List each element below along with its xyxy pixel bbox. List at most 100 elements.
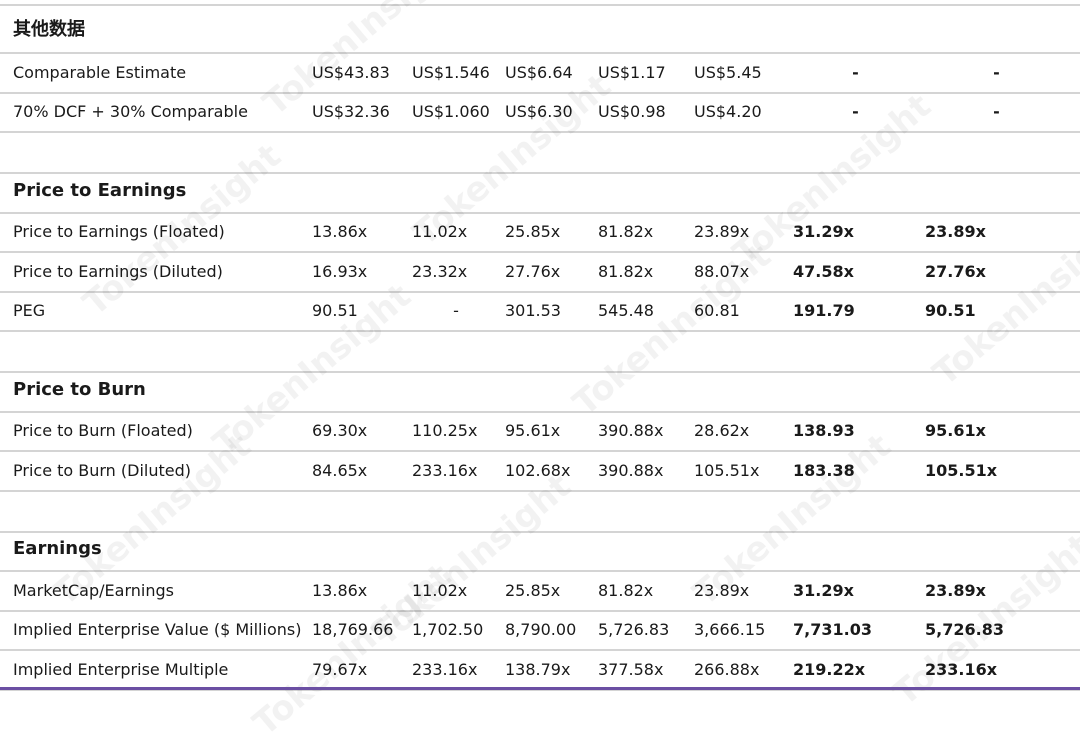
cell: US$1.17 [598,62,666,82]
cell: 79.67x [312,659,368,679]
cell: 27.76x [925,261,986,281]
rule [0,211,1080,214]
rule [0,91,1080,94]
rule [0,330,1080,332]
row-label: Price to Burn (Floated) [13,421,193,441]
section-title: Price to Earnings [13,179,187,201]
cell: - [852,102,859,122]
cell: 219.22x [793,659,866,679]
row-label: Comparable Estimate [13,62,187,82]
section-title: Price to Burn [13,378,146,400]
cell: 95.61x [505,421,561,441]
cell: 1,702.50 [412,620,484,640]
cell: 23.32x [412,261,468,281]
rule [0,410,1080,413]
cell: US$0.98 [598,102,666,122]
cell: 81.82x [598,580,654,600]
cell: 102.68x [505,460,571,480]
rule [0,131,1080,133]
cell: 88.07x [694,261,750,281]
row-label: Price to Earnings (Floated) [13,222,225,242]
cell: US$5.45 [694,62,762,82]
cell: 23.89x [925,580,986,600]
cell: 301.53 [505,301,561,321]
row-label: Implied Enterprise Value ($ Millions) [13,620,302,640]
cell: US$6.64 [505,62,573,82]
cell: 90.51 [312,301,358,321]
rule [0,371,1080,373]
cell: 233.16x [925,659,998,679]
cell: 16.93x [312,261,368,281]
rule [0,450,1080,452]
cell: 18,769.66 [312,620,394,640]
cell: US$32.36 [312,102,390,122]
rule [0,530,1080,533]
cell: 23.89x [694,580,750,600]
cell: US$43.83 [312,62,390,82]
cell: 191.79 [793,301,855,321]
row-label: Price to Earnings (Diluted) [13,261,223,281]
bottom-rule [0,687,1080,690]
cell: 13.86x [312,222,368,242]
rule [0,649,1080,651]
cell: 27.76x [505,261,561,281]
cell: 81.82x [598,222,654,242]
cell: 25.85x [505,580,561,600]
cell: - [852,62,859,82]
row-label: MarketCap/Earnings [13,580,174,600]
row-label: 70% DCF + 30% Comparable [13,102,248,122]
cell: 95.61x [925,421,986,441]
cell: 84.65x [312,460,368,480]
cell: 25.85x [505,222,561,242]
cell: - [993,102,1000,122]
cell: 31.29x [793,222,854,242]
cell: 266.88x [694,659,760,679]
cell: 60.81 [694,301,740,321]
cell: 105.51x [694,460,760,480]
rule [0,290,1080,293]
cell: 13.86x [312,580,368,600]
section-title: 其他数据 [13,18,85,40]
cell: 81.82x [598,261,654,281]
cell: 138.93 [793,421,855,441]
cell: 28.62x [694,421,750,441]
cell: 110.25x [412,421,478,441]
cell: 47.58x [793,261,854,281]
cell: 138.79x [505,659,571,679]
cell: 233.16x [412,659,478,679]
rule [0,251,1080,253]
cell: 7,731.03 [793,620,872,640]
cell: 23.89x [694,222,750,242]
cell: 390.88x [598,421,664,441]
cell: US$1.546 [412,62,490,82]
cell: 390.88x [598,460,664,480]
rule [0,172,1080,174]
cell: 377.58x [598,659,664,679]
cell: 90.51 [925,301,976,321]
cell: 3,666.15 [694,620,766,640]
cell: 11.02x [412,580,468,600]
cell: US$4.20 [694,102,762,122]
cell: 105.51x [925,460,998,480]
cell: - [453,301,459,321]
cell: US$6.30 [505,102,573,122]
cell: 233.16x [412,460,478,480]
cell: - [993,62,1000,82]
cell: 69.30x [312,421,368,441]
cell: 5,726.83 [598,620,670,640]
rule [0,489,1080,492]
cell: 23.89x [925,222,986,242]
section-title: Earnings [13,538,102,560]
row-label: PEG [13,301,46,321]
cell: 5,726.83 [925,620,1004,640]
rule [0,609,1080,612]
row-label: Price to Burn (Diluted) [13,460,192,480]
cell: 183.38 [793,460,855,480]
rule [0,570,1080,572]
cell: 31.29x [793,580,854,600]
cell: 11.02x [412,222,468,242]
rule [0,52,1080,54]
cell: US$1.060 [412,102,490,122]
row-label: Implied Enterprise Multiple [13,659,229,679]
